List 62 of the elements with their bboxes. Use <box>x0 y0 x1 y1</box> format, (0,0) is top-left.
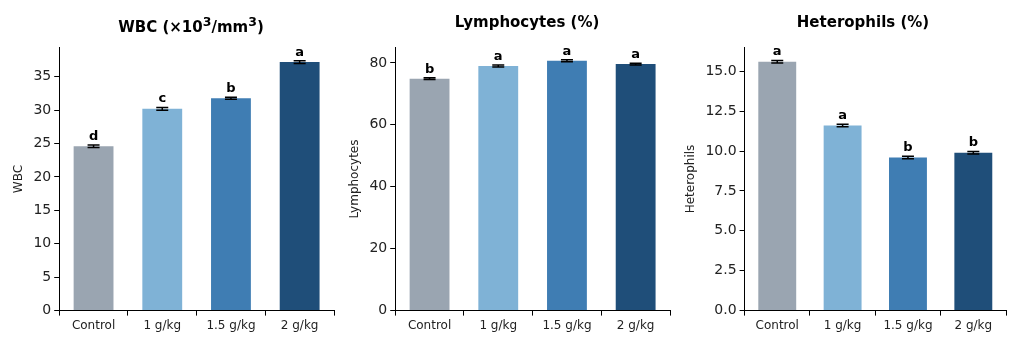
y-tick-label: 0.0 <box>714 301 737 318</box>
annotation: c <box>158 90 167 106</box>
x-tick-label: 1 g/kg <box>823 317 862 332</box>
bar <box>547 60 587 311</box>
x-tick-label: Control <box>755 317 799 332</box>
y-tick-label: 35 <box>33 67 52 84</box>
annotation: a <box>562 42 572 58</box>
x-tick-label: Control <box>407 317 452 332</box>
chart-title: Heterophils (%) <box>795 12 931 33</box>
y-tick-label: 0 <box>42 301 52 318</box>
y-tick-label: 5.0 <box>714 221 737 238</box>
x-tick-label: 2 g/kg <box>954 317 993 332</box>
chart-title: WBC (×10$^{3}$/mm$^{3}$) <box>117 13 265 36</box>
x-tick-label: 1 g/kg <box>143 317 182 332</box>
x-tick-label: 1.5 g/kg <box>206 317 256 332</box>
y-tick-label: 25 <box>33 134 52 151</box>
y-axis-title: Heterophils <box>683 144 698 214</box>
y-tick-label: 80 <box>369 53 388 70</box>
y-axis-title: WBC <box>11 164 26 194</box>
annotation: b <box>424 60 435 76</box>
y-tick-label: 20 <box>33 167 52 184</box>
y-tick-label: 12.5 <box>705 101 737 118</box>
x-tick-label: 1.5 g/kg <box>883 317 933 332</box>
y-tick-label: 30 <box>33 100 52 117</box>
y-tick-label: 0 <box>378 301 388 318</box>
bar <box>478 65 519 311</box>
annotation: a <box>772 43 782 59</box>
y-tick-label: 15.0 <box>705 61 737 78</box>
y-tick-label: 20 <box>369 239 388 256</box>
bar <box>409 78 450 311</box>
y-tick-label: 60 <box>369 115 388 132</box>
annotation: a <box>838 107 847 123</box>
annotation: b <box>226 80 236 96</box>
y-tick-label: 10 <box>33 234 52 251</box>
bar <box>142 108 183 311</box>
x-tick-label: 1.5 g/kg <box>542 317 592 332</box>
y-tick-label: 40 <box>369 177 388 194</box>
x-tick-label: 2 g/kg <box>616 317 655 332</box>
bar <box>758 61 797 311</box>
y-axis-title: Lymphocytes <box>347 139 362 219</box>
x-tick-label: 2 g/kg <box>280 317 319 332</box>
chart-title: Lymphocytes (%) <box>453 12 601 33</box>
y-tick-label: 7.5 <box>714 181 737 198</box>
annotation: b <box>968 134 978 150</box>
bar <box>615 64 656 311</box>
y-tick-label: 15 <box>33 201 52 218</box>
y-tick-label: 2.5 <box>714 261 737 278</box>
bar <box>823 125 862 311</box>
annotation: a <box>631 46 641 62</box>
annotation: a <box>493 47 503 63</box>
y-tick-label: 5 <box>42 267 52 284</box>
annotation: d <box>88 127 99 143</box>
x-tick-label: Control <box>71 317 116 332</box>
bar <box>889 157 927 311</box>
bar <box>73 146 114 311</box>
x-tick-label: 1 g/kg <box>479 317 518 332</box>
y-tick-label: 10.0 <box>705 141 737 158</box>
bar <box>954 152 993 311</box>
annotation: b <box>903 139 913 155</box>
annotation: a <box>295 43 305 59</box>
bar <box>211 98 251 311</box>
bar <box>279 62 320 311</box>
